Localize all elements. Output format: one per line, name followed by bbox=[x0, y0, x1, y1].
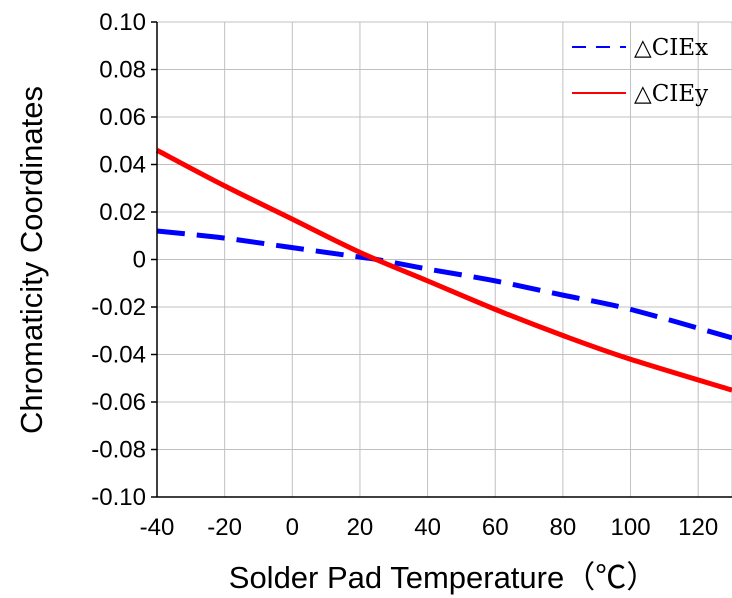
y-tick-label: 0 bbox=[133, 247, 146, 274]
x-tick-label: 100 bbox=[611, 514, 651, 541]
y-tick-label: 0.02 bbox=[99, 199, 146, 226]
x-tick-label: 20 bbox=[347, 514, 374, 541]
y-tick-label: 0.10 bbox=[99, 9, 146, 36]
y-axis-title: Chromaticity Coordinates bbox=[14, 86, 49, 434]
tick-labels: 0.10 0.08 0.06 0.04 0.02 0 -0.02 -0.04 -0.06 -0.0… bbox=[91, 9, 718, 541]
y-tick-label: 0.04 bbox=[99, 152, 146, 179]
legend-label-cie-y: △CIEy bbox=[634, 81, 708, 107]
x-tick-label: 120 bbox=[678, 514, 718, 541]
legend: △CIEx △CIEy bbox=[572, 35, 708, 107]
x-axis-title: Solder Pad Temperature（℃） bbox=[229, 560, 657, 595]
y-tick-label: -0.10 bbox=[91, 484, 146, 511]
x-tick-label: -40 bbox=[140, 514, 175, 541]
axes bbox=[151, 21, 732, 498]
x-tick-label: 40 bbox=[414, 514, 441, 541]
legend-label-cie-x: △CIEx bbox=[634, 35, 708, 61]
series-line-cie-y bbox=[155, 148, 732, 393]
x-tick-label: 60 bbox=[482, 514, 509, 541]
x-tick-label: 80 bbox=[550, 514, 577, 541]
x-tick-label: 0 bbox=[286, 514, 299, 541]
y-tick-label: -0.02 bbox=[91, 294, 146, 321]
x-tick-label: -20 bbox=[207, 514, 242, 541]
series-line-cie-x bbox=[156, 228, 732, 341]
y-tick-label: -0.08 bbox=[91, 437, 146, 464]
y-tick-label: -0.06 bbox=[91, 389, 146, 416]
y-tick-label: 0.08 bbox=[99, 57, 146, 84]
y-tick-label: -0.04 bbox=[91, 342, 146, 369]
series-layer bbox=[155, 148, 732, 393]
y-tick-label: 0.06 bbox=[99, 104, 146, 131]
